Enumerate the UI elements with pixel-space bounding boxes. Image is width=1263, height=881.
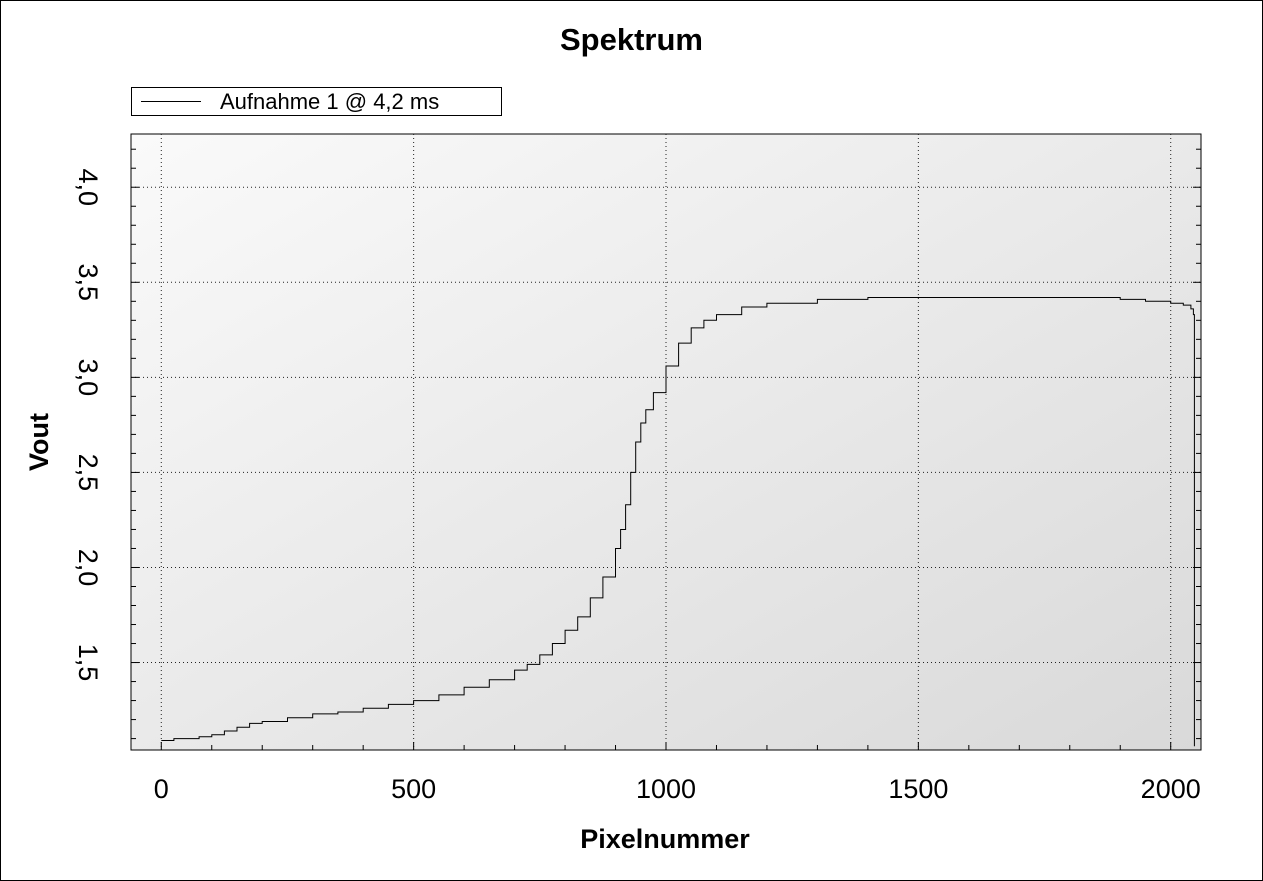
x-tick-label: 0 [154,774,169,804]
y-tick-labels: 1,5 2,0 2,5 3,0 3,5 4,0 [73,168,103,681]
y-tick-label: 3,5 [73,264,103,302]
y-axis-title: Vout [24,413,54,471]
minor-ticks [131,148,1201,750]
grid-lines [131,134,1201,750]
series-line [161,297,1195,747]
y-tick-label: 3,0 [73,359,103,397]
x-tick-labels: 0 500 1000 1500 2000 [154,774,1201,804]
x-tick-label: 1500 [888,774,948,804]
x-tick-label: 1000 [636,774,696,804]
legend-label: Aufnahme 1 @ 4,2 ms [220,89,440,114]
y-tick-label: 1,5 [73,644,103,682]
y-tick-label: 4,0 [73,168,103,206]
x-axis-title: Pixelnummer [580,824,750,854]
series-layer [161,297,1195,747]
legend: Aufnahme 1 @ 4,2 ms [131,87,502,116]
y-tick-label: 2,5 [73,454,103,492]
chart-title: Spektrum [560,22,703,57]
x-tick-label: 2000 [1141,774,1201,804]
legend-swatch [141,101,201,102]
y-tick-label: 2,0 [73,549,103,587]
x-tick-label: 500 [391,774,436,804]
